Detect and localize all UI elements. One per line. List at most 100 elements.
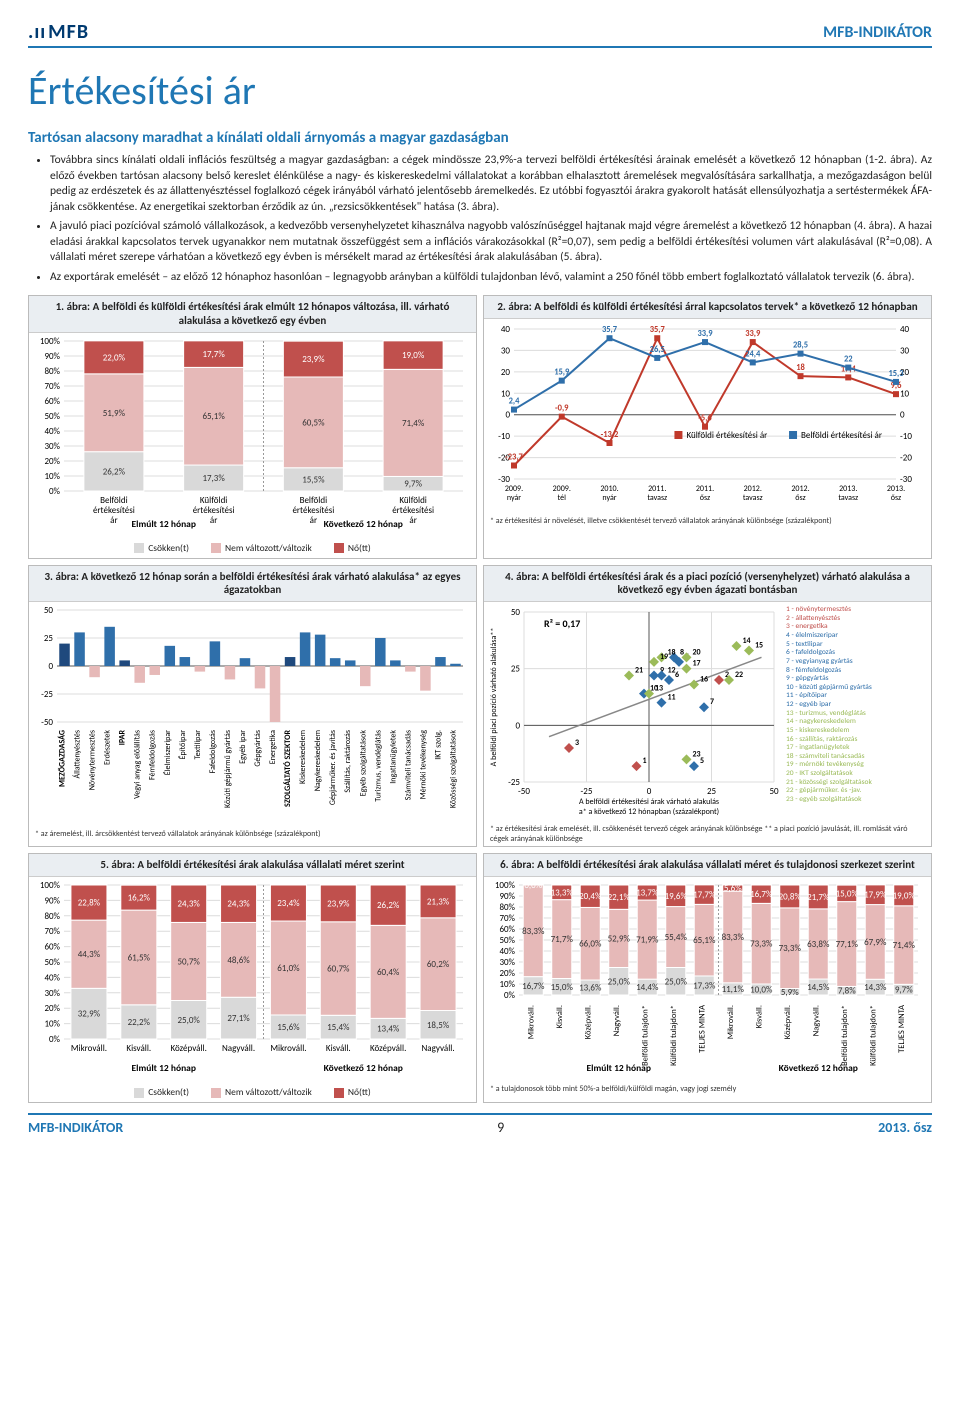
svg-text:14,3%: 14,3% — [864, 982, 887, 993]
svg-text:33,9: 33,9 — [697, 329, 713, 339]
svg-text:19,0%: 19,0% — [893, 890, 916, 901]
svg-text:Fafeldolgozás: Fafeldolgozás — [208, 730, 218, 773]
svg-text:19: 19 — [660, 652, 668, 662]
svg-text:-10: -10 — [900, 431, 912, 442]
svg-text:A belföldi piaci pozíció várha: A belföldi piaci pozíció várható alakulá… — [489, 628, 499, 767]
svg-text:ősz: ősz — [700, 493, 710, 503]
svg-text:90%: 90% — [44, 895, 60, 906]
svg-text:Középváll.: Középváll. — [583, 1005, 593, 1039]
svg-text:15,3: 15,3 — [888, 369, 904, 379]
svg-text:Következő 12 hónap: Következő 12 hónap — [324, 1062, 403, 1074]
svg-text:30%: 30% — [44, 441, 60, 452]
svg-text:13: 13 — [655, 684, 663, 694]
svg-text:17,7%: 17,7% — [202, 349, 225, 360]
svg-text:50,7%: 50,7% — [178, 956, 201, 967]
svg-text:32,9%: 32,9% — [78, 1009, 101, 1020]
svg-text:Nagyváll.: Nagyváll. — [811, 1005, 821, 1036]
svg-text:Nagyváll.: Nagyváll. — [612, 1005, 622, 1036]
svg-text:17: 17 — [693, 659, 701, 669]
svg-text:16: 16 — [700, 675, 708, 685]
svg-text:90%: 90% — [44, 351, 60, 362]
svg-text:tavasz: tavasz — [647, 493, 667, 503]
svg-text:20: 20 — [693, 647, 701, 657]
svg-text:80%: 80% — [44, 911, 60, 922]
svg-text:Középváll.: Középváll. — [171, 1043, 207, 1054]
header-right: MFB-INDIKÁTOR — [823, 23, 932, 42]
svg-text:Elmúlt 12 hónap: Elmúlt 12 hónap — [587, 1062, 651, 1074]
svg-text:40%: 40% — [499, 946, 515, 957]
svg-text:Mikrováll.: Mikrováll. — [71, 1043, 107, 1054]
svg-text:60%: 60% — [44, 941, 60, 952]
svg-text:Energetika: Energetika — [268, 730, 278, 764]
svg-text:15,0%: 15,0% — [551, 982, 574, 993]
svg-text:48,6%: 48,6% — [227, 955, 250, 966]
svg-text:71,7%: 71,7% — [551, 934, 574, 945]
svg-text:Mérnöki tevékenység: Mérnöki tevékenység — [418, 730, 428, 799]
svg-text:0: 0 — [505, 410, 510, 421]
svg-text:73,3%: 73,3% — [779, 943, 802, 954]
svg-text:Külföldi tulajdon*: Külföldi tulajdon* — [868, 1005, 878, 1066]
figure-6-title: 6. ábra: A belföldi értékesítési árak al… — [484, 854, 931, 877]
svg-text:TELJES MINTA: TELJES MINTA — [697, 1005, 707, 1053]
svg-text:18: 18 — [668, 647, 676, 657]
svg-text:nyár: nyár — [602, 493, 616, 503]
svg-text:Növénytermesztés: Növénytermesztés — [88, 730, 98, 790]
svg-text:17,3%: 17,3% — [202, 473, 225, 484]
svg-text:73,3%: 73,3% — [750, 939, 773, 950]
svg-text:18,5%: 18,5% — [427, 1020, 450, 1031]
logo: MFB — [28, 20, 89, 44]
svg-text:20: 20 — [501, 367, 511, 378]
svg-text:70%: 70% — [44, 926, 60, 937]
svg-text:26,5: 26,5 — [650, 345, 665, 355]
footer-right: 2013. ősz — [878, 1119, 932, 1136]
svg-text:100%: 100% — [495, 880, 516, 891]
svg-text:-50: -50 — [41, 717, 53, 728]
svg-text:0: 0 — [515, 720, 520, 731]
svg-text:Vegyi anyag előállítás: Vegyi anyag előállítás — [133, 730, 143, 799]
figure-4-footnote: * az értékesítési árak emelését, ill. cs… — [484, 822, 931, 846]
svg-text:0%: 0% — [49, 1034, 61, 1045]
svg-text:0: 0 — [900, 410, 905, 421]
svg-text:22,2%: 22,2% — [128, 1017, 151, 1028]
svg-text:83,3%: 83,3% — [522, 926, 545, 937]
svg-text:90%: 90% — [499, 891, 515, 902]
svg-text:3: 3 — [575, 738, 579, 748]
svg-text:13,3%: 13,3% — [551, 887, 574, 898]
svg-text:Egyéb ipar: Egyéb ipar — [238, 730, 248, 764]
svg-text:Nagykereskedelem: Nagykereskedelem — [313, 730, 323, 791]
svg-text:60%: 60% — [44, 396, 60, 407]
svg-text:83,3%: 83,3% — [722, 932, 745, 943]
svg-text:ősz: ősz — [891, 493, 901, 503]
svg-text:Belföldi értékesítési ár: Belföldi értékesítési ár — [801, 430, 882, 441]
svg-text:Mikrováll.: Mikrováll. — [726, 1005, 736, 1039]
svg-text:Mikrováll.: Mikrováll. — [526, 1005, 536, 1039]
svg-text:Ingatlanügyletek: Ingatlanügyletek — [388, 730, 398, 784]
figure-1-legend: Csökken(t) Nem változott/változik Nő(tt) — [29, 538, 476, 558]
svg-text:SZOLGÁLTATÓ SZEKTOR: SZOLGÁLTATÓ SZEKTOR — [283, 730, 293, 807]
svg-text:60,4%: 60,4% — [377, 967, 400, 978]
svg-text:Következő 12 hónap: Következő 12 hónap — [324, 518, 403, 530]
svg-text:21,3%: 21,3% — [427, 896, 450, 907]
svg-text:0: 0 — [647, 786, 652, 797]
svg-text:Turizmus, vendéglátás: Turizmus, vendéglátás — [373, 730, 383, 802]
svg-text:tavasz: tavasz — [743, 493, 763, 503]
svg-text:17,7%: 17,7% — [693, 890, 716, 901]
figure-3-footnote: * az áremelést, ill. árcsökkentést terve… — [29, 827, 476, 841]
svg-text:11,1%: 11,1% — [722, 984, 745, 995]
svg-text:16,7%: 16,7% — [522, 981, 545, 992]
svg-text:65,1%: 65,1% — [693, 935, 716, 946]
svg-text:77,1%: 77,1% — [836, 939, 859, 950]
svg-text:100%: 100% — [40, 880, 61, 891]
svg-text:Kisváll.: Kisváll. — [754, 1005, 764, 1028]
subtitle: Tartósan alacsony maradhat a kínálati ol… — [28, 129, 932, 147]
svg-text:71,9%: 71,9% — [636, 934, 659, 945]
svg-text:R² = 0,17: R² = 0,17 — [544, 617, 580, 630]
svg-text:25,0%: 25,0% — [665, 976, 688, 987]
svg-text:50: 50 — [769, 786, 779, 797]
svg-text:17,3%: 17,3% — [693, 980, 716, 991]
svg-text:Belföldi tulajdon*: Belföldi tulajdon* — [640, 1005, 650, 1066]
figure-5-legend: Csökken(t) Nem változott/változik Nő(tt) — [29, 1082, 476, 1102]
figure-1-title: 1. ábra: A belföldi és külföldi értékesí… — [29, 296, 476, 333]
svg-text:ár: ár — [210, 515, 217, 526]
svg-text:30: 30 — [501, 345, 511, 356]
